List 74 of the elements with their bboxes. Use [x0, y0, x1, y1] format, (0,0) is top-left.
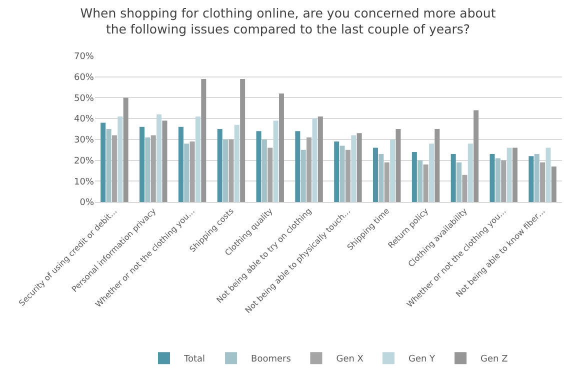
bar: [178, 126, 184, 202]
bar: [306, 137, 312, 202]
bar: [396, 129, 401, 202]
bar: [384, 162, 390, 202]
bar: [112, 135, 117, 202]
bar: [546, 148, 551, 202]
y-tick-label: 10%: [74, 177, 94, 188]
bar: [228, 139, 234, 202]
legend-label: Boomers: [251, 354, 292, 365]
bar: [501, 160, 506, 202]
bar: [100, 122, 106, 202]
bar: [434, 129, 440, 202]
bar: [234, 124, 240, 202]
bar: [351, 135, 356, 202]
bar: [390, 139, 396, 202]
bar: [223, 139, 228, 202]
legend-label: Gen X: [336, 354, 364, 365]
bar: [145, 137, 150, 202]
y-tick-label: 30%: [74, 136, 94, 146]
bar: [450, 154, 456, 202]
bar: [118, 116, 123, 202]
y-tick-label: 40%: [74, 114, 94, 125]
bar: [334, 142, 340, 202]
bar: [468, 144, 473, 202]
bar: [150, 135, 156, 202]
bar: [106, 129, 112, 202]
bar: [528, 156, 534, 202]
bar: [273, 120, 278, 202]
bar: [318, 116, 323, 202]
bar: [278, 94, 284, 202]
y-tick-label: 0%: [80, 198, 94, 208]
bar: [534, 154, 540, 202]
bar: [300, 150, 306, 202]
legend-label: Gen Z: [480, 354, 508, 365]
y-tick-label: 60%: [74, 73, 94, 84]
chart-title: When shopping for clothing online, are you concerned more about the following issues compared to the last couple of years?: [80, 5, 496, 37]
bar: [378, 154, 384, 202]
bar: [140, 126, 145, 202]
bar: [340, 146, 345, 202]
bar: [373, 148, 378, 202]
bar: [474, 110, 479, 202]
bar: [423, 164, 428, 202]
bar: [456, 162, 462, 202]
bar: [356, 133, 362, 202]
bar: [462, 174, 468, 202]
bar: [195, 116, 200, 202]
bar: [345, 150, 350, 202]
bar: [217, 129, 222, 202]
bar: [495, 158, 500, 202]
bar: [240, 78, 246, 202]
y-tick-label: 20%: [74, 156, 94, 166]
bar: [551, 166, 556, 202]
bar: [506, 148, 512, 202]
bar: [540, 162, 546, 202]
bar: [312, 118, 318, 202]
bar: [295, 131, 300, 202]
bar: [201, 78, 206, 202]
bar: [162, 120, 168, 202]
bar: [190, 142, 195, 202]
bar: [184, 144, 190, 202]
y-tick-label: 50%: [74, 94, 94, 104]
bar: [418, 160, 423, 202]
bar: [156, 114, 162, 202]
bar: [256, 131, 262, 202]
bar: [428, 144, 434, 202]
legend-label: Gen Y: [408, 354, 436, 365]
bar: [412, 152, 417, 202]
bar: [262, 139, 267, 202]
bar: [123, 98, 128, 202]
legend-label: Total: [183, 354, 206, 365]
bar: [268, 148, 273, 202]
bar: [490, 154, 495, 202]
bar: [512, 148, 518, 202]
y-tick-label: 70%: [74, 52, 94, 62]
